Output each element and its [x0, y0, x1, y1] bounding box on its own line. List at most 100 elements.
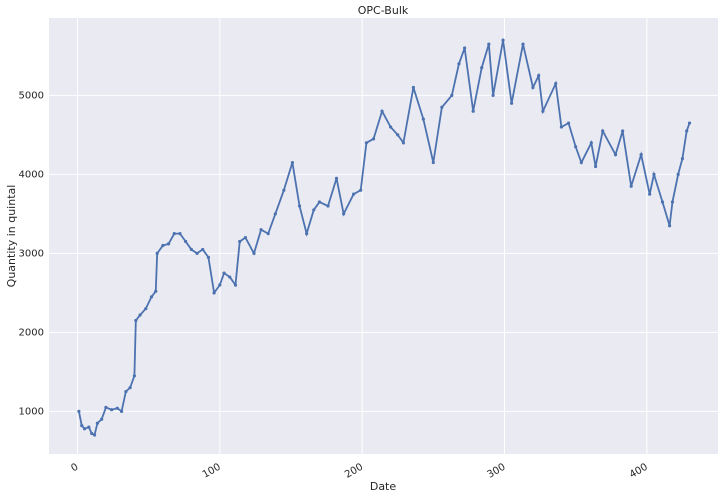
x-tick-label: 300 [485, 462, 507, 481]
point [670, 200, 675, 204]
point [613, 153, 618, 157]
point [431, 160, 435, 165]
point [480, 66, 484, 70]
y-axis-label: Quantity in quintal [5, 185, 18, 288]
point [510, 101, 514, 105]
point [589, 141, 593, 145]
point [138, 313, 142, 317]
point [149, 295, 154, 299]
point [77, 409, 81, 413]
point [212, 291, 216, 295]
point [680, 156, 685, 161]
point [154, 289, 158, 293]
point [668, 224, 672, 228]
point [537, 74, 541, 78]
point [342, 212, 346, 216]
point [352, 192, 356, 196]
point [259, 228, 263, 232]
point [629, 184, 633, 188]
point [124, 390, 128, 394]
point [566, 121, 571, 125]
point [92, 433, 97, 437]
point [201, 247, 205, 252]
x-tick-label: 400 [628, 462, 650, 481]
point [82, 427, 87, 431]
point [115, 406, 119, 410]
point [290, 160, 295, 165]
point [184, 239, 188, 244]
point [90, 431, 94, 436]
point [648, 192, 652, 196]
point [501, 38, 505, 42]
point [621, 129, 625, 133]
point [189, 247, 193, 252]
point [411, 85, 415, 90]
point [233, 283, 238, 287]
x-tick-label: 200 [343, 462, 365, 481]
point [266, 232, 270, 236]
point [450, 93, 454, 98]
y-tick-label: 3000 [19, 248, 44, 259]
point [161, 243, 165, 248]
point [371, 137, 376, 141]
point [559, 125, 564, 129]
point [687, 121, 692, 125]
y-tick-label: 1000 [19, 406, 44, 417]
point [312, 208, 316, 212]
point [574, 145, 578, 149]
point [463, 46, 467, 50]
x-axis-label: Date [370, 480, 397, 493]
point [317, 200, 322, 204]
point [554, 81, 558, 86]
point [396, 133, 400, 137]
point [471, 109, 475, 113]
marks [77, 38, 692, 437]
y-tick-label: 4000 [19, 169, 44, 180]
point [166, 242, 171, 246]
point [128, 386, 132, 390]
point [178, 232, 182, 236]
point [134, 318, 138, 323]
point [222, 271, 226, 275]
chart-title: OPC-Bulk [358, 4, 409, 17]
point [273, 212, 277, 216]
point [110, 408, 114, 412]
point [380, 109, 384, 113]
point [685, 129, 689, 133]
point [100, 417, 104, 421]
point [238, 239, 242, 244]
point [359, 188, 363, 192]
point [639, 153, 643, 157]
x-tick-label: 100 [201, 462, 223, 481]
point [541, 109, 545, 113]
point [364, 141, 369, 145]
point [676, 172, 680, 176]
point [601, 129, 605, 133]
point [487, 42, 491, 46]
point [132, 374, 137, 378]
point [305, 232, 309, 236]
point [334, 176, 339, 180]
point [531, 85, 535, 90]
point [652, 172, 656, 176]
point [521, 42, 525, 46]
point [218, 283, 222, 287]
point [144, 307, 148, 311]
point [87, 425, 91, 429]
point [252, 251, 256, 255]
point [421, 117, 425, 121]
point [579, 160, 583, 165]
point [172, 232, 176, 236]
y-tick-label: 2000 [19, 327, 44, 338]
point [282, 188, 286, 192]
point [401, 141, 406, 145]
point [440, 105, 444, 109]
point [593, 164, 598, 169]
point [297, 204, 302, 208]
point [119, 409, 124, 413]
point [660, 200, 665, 204]
point [95, 421, 99, 425]
point [104, 405, 108, 409]
